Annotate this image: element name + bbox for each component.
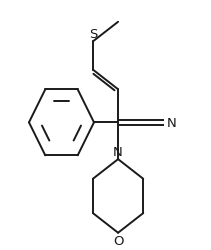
Text: O: O	[113, 234, 123, 247]
Text: S: S	[89, 28, 97, 41]
Text: N: N	[166, 116, 176, 129]
Text: N: N	[113, 145, 123, 158]
